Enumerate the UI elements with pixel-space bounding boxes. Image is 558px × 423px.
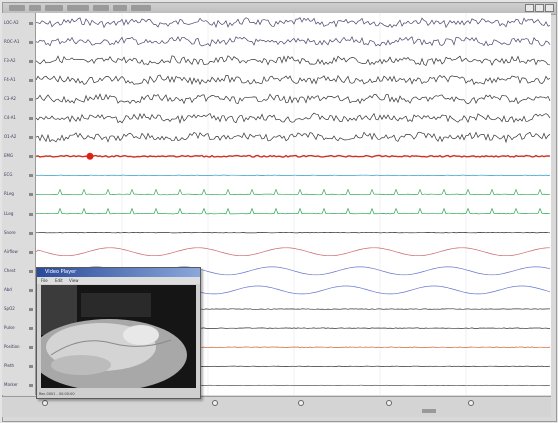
video-menu-view[interactable]: View (69, 278, 79, 283)
trace-f4-a1 (36, 74, 551, 86)
timeline-marker[interactable] (42, 400, 48, 406)
channel-scale-tick (29, 327, 33, 331)
channel-label[interactable]: LOC-A2 (4, 19, 19, 25)
channel-label[interactable]: O1-A2 (4, 134, 17, 140)
menu-item-2[interactable] (29, 5, 41, 11)
channel-scale-tick (29, 78, 33, 82)
channel-scale-tick (29, 308, 33, 312)
channel-label[interactable]: Position (4, 344, 20, 350)
menu-item-4[interactable] (67, 5, 89, 11)
channel-scale-tick (29, 21, 33, 25)
channel-scale-tick (29, 136, 33, 140)
channel-label[interactable]: C3-A2 (4, 95, 16, 101)
channel-scale-tick (29, 269, 33, 273)
channel-scale-tick (29, 212, 33, 216)
video-menu-bar: File Edit View (37, 277, 200, 284)
trace-f3-a2 (36, 55, 551, 67)
channel-label[interactable]: C4-A1 (4, 115, 16, 121)
video-menu-file[interactable]: File (41, 278, 48, 283)
channel-scale-tick (29, 346, 33, 350)
menu-item-7[interactable] (131, 5, 151, 11)
channel-scale-tick (29, 97, 33, 101)
menu-item-1[interactable] (9, 5, 25, 11)
channel-label[interactable]: F3-A2 (4, 57, 16, 63)
video-player-window[interactable]: Video Player File Edit View Rec.0001 - 0… (36, 267, 201, 399)
channel-scale-tick (29, 193, 33, 197)
channel-label[interactable]: ROC-A1 (4, 38, 20, 44)
channel-label[interactable]: Airflow (4, 248, 18, 254)
channel-label[interactable]: F4-A1 (4, 76, 16, 82)
trace-ecg (36, 174, 551, 176)
channel-scale-tick (29, 117, 33, 121)
video-status-bar: Rec.0001 - 00:00:00 (39, 392, 75, 396)
video-image (41, 285, 196, 388)
maximize-button[interactable] (535, 4, 544, 12)
timeline-marker[interactable] (298, 400, 304, 406)
channel-scale-tick (29, 231, 33, 235)
video-title-text: Video Player (45, 269, 77, 275)
trace-snore (36, 232, 551, 234)
channel-scale-tick (29, 384, 33, 388)
timeline-marker[interactable] (212, 400, 218, 406)
timeline-scrollbar[interactable] (2, 396, 551, 417)
trace-o1-a2 (36, 131, 551, 144)
channel-label[interactable]: Pleth (4, 363, 15, 369)
event-marker[interactable] (86, 152, 94, 160)
trace-c3-a2 (36, 93, 551, 105)
video-frame (41, 285, 196, 388)
channel-scale-tick (29, 250, 33, 254)
trace-rleg (36, 188, 551, 196)
channel-scale-tick (29, 40, 33, 44)
timeline-marker[interactable] (386, 400, 392, 406)
trace-roc-a1 (36, 35, 551, 47)
trace-emg (36, 154, 551, 158)
channel-label[interactable]: LLeg (4, 210, 14, 216)
trace-loc-a2 (36, 17, 551, 29)
channel-label[interactable]: RLeg (4, 191, 14, 197)
channel-label[interactable]: Chest (4, 267, 16, 273)
channel-scale-tick (29, 288, 33, 292)
channel-scale-tick (29, 174, 33, 178)
menu-item-3[interactable] (45, 5, 63, 11)
scroll-thumb[interactable] (422, 409, 436, 413)
menu-item-5[interactable] (93, 5, 109, 11)
channel-label[interactable]: EMG (4, 153, 14, 159)
video-menu-edit[interactable]: Edit (55, 278, 63, 283)
channel-label[interactable]: Marker (4, 382, 18, 388)
video-title-bar[interactable]: Video Player (37, 268, 200, 277)
trace-c4-a1 (36, 112, 551, 125)
channel-label-panel: LOC-A2 ROC-A1 F3-A2 F4-A1 C3-A2 C4-A1 O1-A2 EMG… (2, 13, 36, 395)
menu-item-6[interactable] (113, 5, 127, 11)
channel-label[interactable]: Pulse (4, 325, 15, 331)
trace-airflow (36, 247, 550, 257)
signal-traces (36, 13, 551, 395)
channel-scale-tick (29, 365, 33, 369)
channel-scale-tick (29, 59, 33, 63)
channel-label[interactable]: Abd (4, 286, 12, 292)
channel-label[interactable]: ECG (4, 172, 13, 178)
channel-label[interactable]: SpO2 (4, 306, 15, 312)
channel-label[interactable]: Snore (4, 229, 16, 235)
close-button[interactable] (545, 4, 554, 12)
channel-scale-tick (29, 155, 33, 159)
timeline-marker[interactable] (468, 400, 474, 406)
trace-lleg (36, 207, 551, 215)
minimize-button[interactable] (525, 4, 534, 12)
